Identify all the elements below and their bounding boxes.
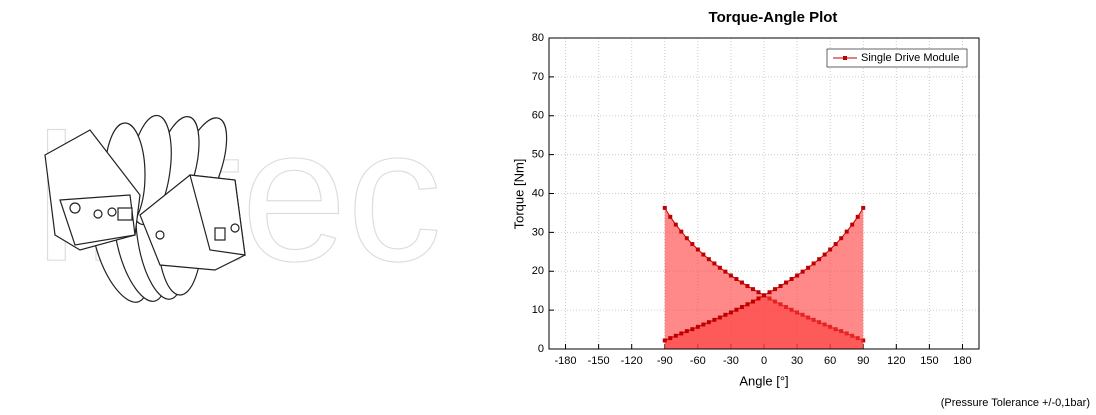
marker [706, 257, 711, 262]
x-tick-label: -30 [723, 355, 739, 367]
marker [745, 284, 750, 289]
y-tick-label: 70 [532, 71, 544, 83]
marker [717, 265, 722, 270]
x-tick-label: 30 [791, 355, 803, 367]
marker [662, 205, 667, 210]
marker [695, 247, 700, 252]
marker [739, 280, 744, 285]
legend-label: Single Drive Module [861, 52, 959, 64]
marker [861, 205, 866, 210]
marker [756, 290, 761, 295]
y-tick-label: 30 [532, 226, 544, 238]
marker [673, 222, 678, 227]
marker [750, 299, 755, 304]
marker [690, 242, 695, 247]
x-axis-label: Angle [°] [739, 373, 788, 388]
marker [833, 242, 838, 247]
marker [690, 327, 695, 332]
marker [762, 293, 766, 298]
y-tick-label: 60 [532, 110, 544, 122]
marker [701, 252, 706, 257]
marker [684, 236, 689, 241]
marker [739, 305, 744, 310]
x-tick-label: -90 [657, 355, 673, 367]
x-tick-label: -180 [555, 355, 577, 367]
marker [844, 229, 849, 234]
legend-marker [843, 56, 847, 60]
marker [822, 252, 827, 257]
marker [750, 287, 755, 292]
marker [773, 287, 778, 292]
marker [784, 280, 789, 285]
y-tick-label: 50 [532, 149, 544, 161]
marker [850, 222, 855, 227]
x-tick-label: 180 [953, 355, 971, 367]
legend-box [826, 48, 968, 68]
marker [728, 310, 733, 315]
x-tick-label: 60 [824, 355, 836, 367]
chart-title: Torque-Angle Plot [709, 9, 838, 26]
footnote: (Pressure Tolerance +/-0,1bar) [941, 397, 1090, 409]
marker [817, 257, 822, 262]
marker [717, 315, 722, 320]
marker [673, 333, 678, 338]
x-tick-label: -120 [621, 355, 643, 367]
marker [778, 284, 783, 289]
marker [668, 214, 673, 219]
y-tick-label: 0 [538, 343, 544, 355]
marker [811, 261, 816, 266]
module-illustration [44, 114, 246, 303]
marker [734, 307, 739, 312]
y-tick-label: 10 [532, 304, 544, 316]
x-tick-label: -60 [690, 355, 706, 367]
marker [767, 290, 772, 295]
marker [745, 302, 750, 307]
marker [701, 322, 706, 327]
marker [712, 317, 717, 322]
marker [855, 214, 860, 219]
marker [734, 277, 739, 282]
marker [723, 269, 728, 274]
marker [662, 338, 667, 343]
area [664, 207, 864, 349]
x-tick-label: 90 [857, 355, 869, 367]
marker [706, 320, 711, 325]
x-tick-label: 150 [920, 355, 938, 367]
marker [800, 269, 805, 274]
y-tick-label: 40 [532, 187, 544, 199]
y-axis-label: Torque [Nm] [511, 159, 526, 230]
y-tick-label: 80 [532, 32, 544, 44]
marker [828, 247, 833, 252]
marker [789, 277, 794, 282]
marker [795, 273, 800, 278]
marker [679, 229, 684, 234]
marker [712, 261, 717, 266]
plot-frame [548, 37, 980, 350]
y-tick-label: 20 [532, 265, 544, 277]
marker [728, 273, 733, 278]
marker [668, 336, 673, 341]
x-tick-label: 120 [887, 355, 905, 367]
x-tick-label: -150 [588, 355, 610, 367]
marker [723, 312, 728, 317]
marker [806, 265, 811, 270]
x-tick-label: 0 [761, 355, 767, 367]
marker [679, 331, 684, 336]
area [664, 207, 864, 349]
marker [839, 236, 844, 241]
marker [756, 296, 761, 301]
marker [695, 324, 700, 329]
marker [684, 329, 689, 334]
